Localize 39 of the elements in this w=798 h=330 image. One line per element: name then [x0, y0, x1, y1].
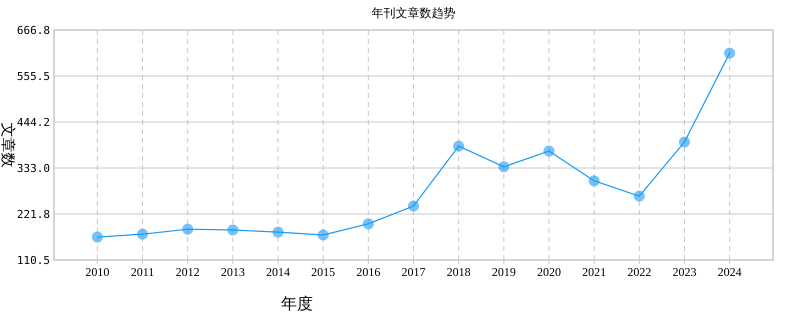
point — [272, 226, 284, 238]
x-tick-label: 2010 — [85, 265, 110, 279]
x-tick-label: 2018 — [446, 265, 471, 279]
y-tick-label: 333.0 — [16, 162, 50, 176]
point — [453, 140, 464, 152]
x-tick-label: 2021 — [582, 265, 606, 279]
y-tick-label: 110.5 — [16, 254, 50, 267]
chart-title: 年刊文章数趋势 — [372, 6, 456, 20]
point — [362, 218, 374, 230]
y-axis-title: 文章数 — [0, 122, 16, 168]
x-tick-label: 2022 — [627, 265, 652, 279]
x-tick-label: 2014 — [266, 265, 290, 279]
x-tick-label: 2024 — [718, 265, 742, 279]
point — [634, 190, 645, 202]
point — [227, 224, 238, 236]
point — [137, 228, 148, 240]
x-tick-label: 2015 — [311, 265, 336, 279]
x-axis-title: 年度 — [281, 295, 313, 313]
x-tick-label: 2012 — [176, 265, 200, 279]
x-tick-label: 2016 — [356, 265, 380, 279]
y-tick-label: 444.2 — [16, 116, 50, 130]
x-tick-label: 2020 — [536, 265, 561, 279]
point — [588, 175, 600, 186]
x-tick-label: 2017 — [402, 265, 426, 279]
point — [724, 48, 736, 59]
y-tick-label: 221.8 — [16, 208, 50, 221]
x-tick-label: 2013 — [220, 265, 245, 279]
x-tick-label: 2011 — [130, 265, 154, 279]
point — [92, 232, 103, 243]
point — [678, 136, 690, 148]
y-tick-label: 666.8 — [16, 24, 50, 37]
point — [408, 200, 419, 212]
y-tick-label: 555.5 — [16, 70, 50, 84]
point — [318, 229, 329, 240]
point — [543, 146, 554, 157]
point — [498, 161, 510, 172]
point — [182, 224, 194, 235]
x-tick-label: 2023 — [672, 265, 696, 279]
x-tick-label: 2019 — [492, 265, 516, 279]
